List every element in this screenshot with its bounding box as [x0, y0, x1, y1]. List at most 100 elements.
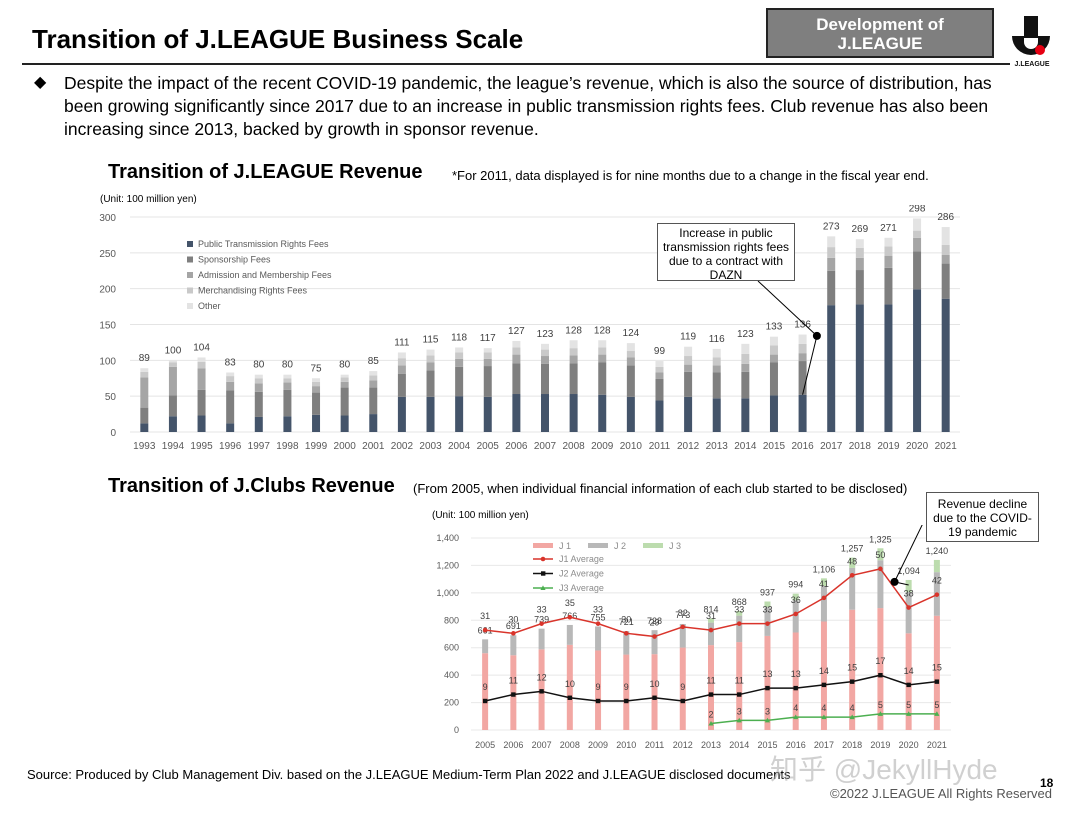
logo-text: J.LEAGUE: [1014, 61, 1049, 68]
bar-segment: [569, 394, 578, 432]
legend-label: Public Transmission Rights Fees: [198, 239, 329, 249]
x-tick-label: 2009: [588, 740, 608, 750]
legend-label: Sponsorship Fees: [198, 255, 271, 265]
average-label: 4: [821, 703, 826, 713]
legend-marker: [541, 571, 546, 576]
x-tick-label: 1999: [305, 441, 328, 452]
bar-segment: [820, 621, 827, 730]
average-marker: [623, 631, 629, 636]
bar-segment: [541, 349, 549, 357]
x-tick-label: 2012: [673, 740, 693, 750]
bar-segment: [798, 343, 807, 354]
average-marker: [764, 717, 771, 723]
total-label: 99: [654, 346, 666, 357]
bar-segment: [877, 560, 884, 609]
bar-segment: [741, 353, 750, 364]
average-marker: [821, 595, 827, 601]
bar-segment: [913, 230, 922, 238]
bar-segment: [769, 362, 778, 396]
bar-segment: [283, 374, 292, 379]
bar-segment: [941, 298, 950, 432]
bar-segment: [884, 237, 893, 247]
bar-segment: [684, 371, 693, 397]
legend-label: Admission and Membership Fees: [198, 270, 332, 280]
bar-segment: [455, 352, 464, 359]
y-tick-label: 200: [444, 698, 459, 708]
total-label: 136: [794, 320, 811, 331]
total-label: 100: [165, 345, 182, 356]
bar-segment: [651, 630, 658, 655]
average-label: 10: [565, 679, 575, 689]
average-marker: [511, 631, 516, 636]
x-tick-label: 2007: [532, 740, 552, 750]
total-label: 85: [368, 356, 380, 367]
x-tick-label: 2015: [757, 740, 777, 750]
bar-segment: [397, 373, 406, 397]
legend-swatch: [187, 241, 193, 247]
bar-segment: [941, 263, 950, 299]
bar-segment: [598, 394, 607, 432]
bar-segment: [679, 647, 686, 730]
bar-segment: [736, 615, 743, 643]
bullet-icon: ◆: [34, 74, 47, 91]
bar-segment: [455, 358, 464, 367]
bar-segment: [623, 654, 630, 730]
average-label: 11: [735, 676, 744, 686]
bar-segment: [283, 416, 292, 432]
bar-segment: [483, 396, 492, 432]
total-label: 728: [647, 616, 662, 626]
bar-segment: [312, 414, 321, 432]
bar-segment: [226, 376, 235, 382]
bar-segment: [483, 348, 492, 353]
x-tick-label: 2001: [362, 441, 385, 452]
legend-label: J3 Average: [559, 583, 604, 593]
bar-segment: [792, 600, 799, 633]
bar-segment: [792, 632, 799, 730]
total-label: 127: [508, 326, 525, 337]
y-tick-label: 100: [99, 356, 116, 367]
bar-segment: [855, 304, 864, 432]
bar-segment: [849, 567, 856, 610]
y-tick-label: 250: [99, 249, 116, 260]
bar-segment: [712, 372, 721, 399]
bar-segment: [855, 247, 864, 258]
bar-segment: [512, 363, 521, 395]
total-label: 104: [193, 342, 210, 353]
bar-segment: [764, 635, 771, 730]
jleague-logo: J.LEAGUE: [1008, 12, 1056, 70]
average-marker: [708, 627, 714, 633]
y-tick-label: 200: [99, 285, 116, 296]
average-marker: [821, 682, 827, 688]
bar-segment: [569, 355, 578, 364]
total-label: 994: [788, 580, 803, 590]
x-tick-label: 2009: [591, 441, 614, 452]
badge-line-1: Development of: [816, 15, 944, 34]
average-marker: [821, 714, 827, 720]
bar-segment: [941, 254, 950, 264]
bar-segment: [595, 626, 602, 651]
legend-marker: [540, 556, 546, 562]
bar-segment: [369, 380, 378, 388]
bar-segment: [426, 396, 435, 432]
bar-segment: [369, 371, 378, 376]
bar-segment: [369, 414, 378, 432]
bar-segment: [736, 642, 743, 730]
bar-segment: [741, 343, 750, 354]
total-label: 1,257: [841, 544, 864, 554]
x-tick-label: 1993: [133, 441, 156, 452]
bar-segment: [941, 244, 950, 255]
bar-segment: [712, 348, 721, 358]
bar-segment: [483, 352, 492, 359]
bar-segment: [769, 395, 778, 432]
x-tick-label: 2010: [620, 441, 643, 452]
bar-segment: [655, 400, 664, 432]
total-label: 118: [451, 332, 467, 343]
bar-segment: [566, 644, 573, 730]
average-label: 9: [483, 682, 488, 692]
x-tick-label: 2021: [935, 441, 958, 452]
bar-segment: [598, 354, 607, 363]
x-tick-label: 2017: [820, 441, 843, 452]
total-label: 286: [937, 212, 954, 223]
total-label: 298: [909, 205, 926, 214]
total-label: 133: [766, 322, 783, 333]
